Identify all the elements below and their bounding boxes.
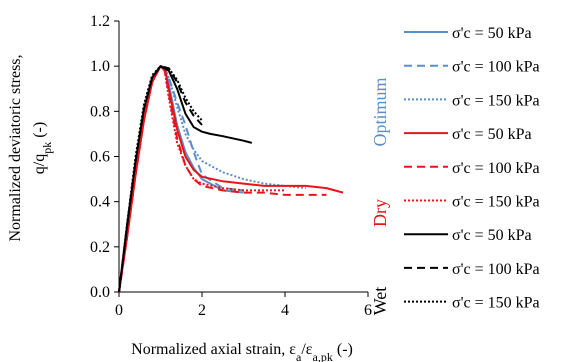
y-tick-label: 0.4 [90, 194, 110, 211]
y-axis-title-line1: Normalized deviatoric stress, [7, 54, 24, 241]
y-tick-label: 0.6 [90, 149, 110, 166]
y-tick-label: 1.0 [90, 58, 110, 75]
series-line-dry-1 [118, 65, 327, 293]
legend-label: σ'c = 150 kPa [452, 194, 540, 211]
legend-label: σ'c = 150 kPa [452, 295, 540, 312]
x-axis-title: Normalized axial strain, εa/εa,pk (-) [131, 341, 353, 362]
x-tick-label: 2 [198, 302, 206, 319]
x-tick-label: 4 [281, 302, 289, 319]
legend-label: σ'c = 100 kPa [452, 261, 540, 278]
legend-label: σ'c = 50 kPa [452, 227, 532, 244]
series-line-dry-2 [118, 65, 285, 293]
series-line-wet-1 [118, 65, 203, 293]
group-label-optimum: Optimum [370, 77, 390, 146]
legend-label: σ'c = 100 kPa [452, 160, 540, 177]
series-line-wet-2 [118, 65, 203, 293]
y-tick-label: 0.8 [90, 103, 110, 120]
legend-label: σ'c = 50 kPa [452, 126, 532, 143]
legend-label: σ'c = 150 kPa [452, 92, 540, 109]
x-tick-label: 6 [364, 302, 372, 319]
y-tick-label: 0.2 [90, 239, 110, 256]
legend-label: σ'c = 50 kPa [452, 25, 532, 42]
x-tick-label: 0 [115, 302, 123, 319]
group-label-wet: Wet [370, 287, 390, 316]
legend-label: σ'c = 100 kPa [452, 59, 540, 76]
legend: σ'c = 50 kPa σ'c = 100 kPa σ'c = 150 kPa σ'… [404, 25, 540, 312]
y-tick-label: 1.2 [90, 13, 110, 30]
group-label-dry: Dry [370, 199, 390, 227]
y-axis-title-line2: q/qpk (-) [31, 122, 54, 174]
series-line-dry-0 [118, 65, 344, 293]
series-layer [118, 65, 344, 293]
y-tick-label: 0.0 [90, 284, 110, 301]
y-axis-title: Normalized deviatoric stress, q/qpk (-) [7, 54, 54, 241]
plot-area: 0.0 0.2 0.4 0.6 0.8 1.0 1.2 0 2 4 6 [90, 13, 372, 319]
